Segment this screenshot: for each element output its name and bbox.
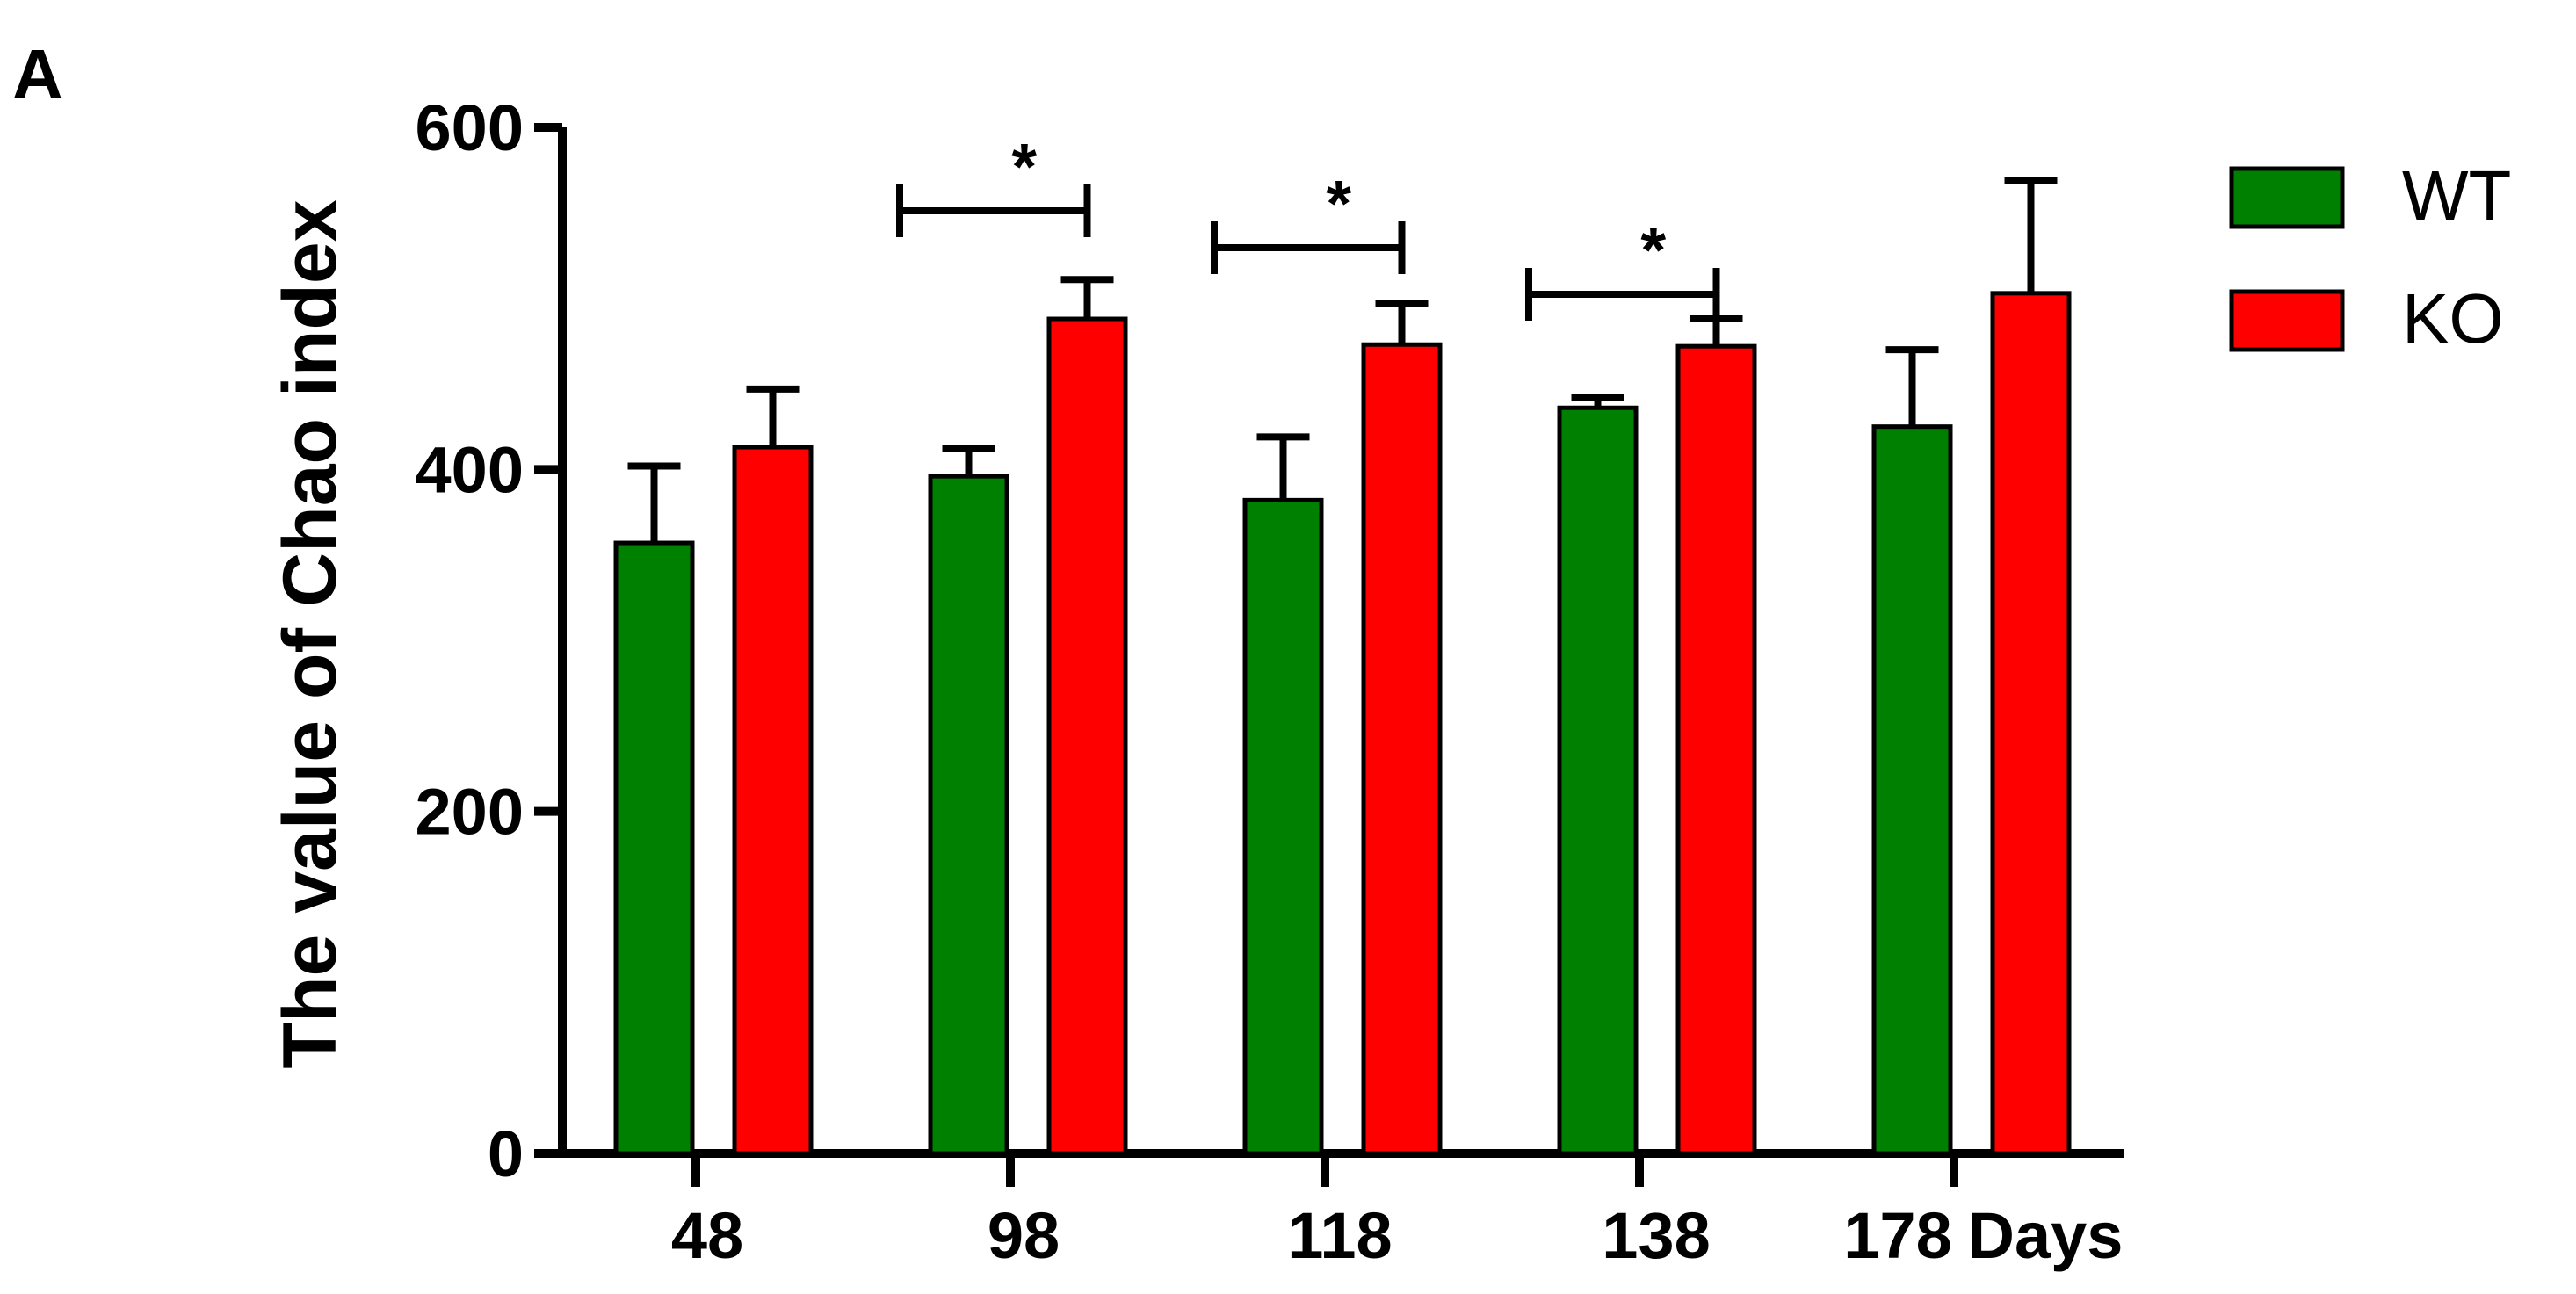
y-axis-label: The value of Chao index [268,199,352,1068]
bar-wt [1871,424,1953,1156]
legend: WT KO [2229,156,2511,358]
x-tick-label: 118 [1287,1199,1392,1272]
bar-ko [1361,342,1443,1156]
significance-bracket: * [1211,167,1406,274]
significance-bracket: * [1525,213,1720,321]
legend-label-wt: WT [2402,156,2511,235]
legend-label-ko: KO [2402,279,2504,358]
bar-wt [1557,405,1639,1156]
x-tick-label: 98 [988,1199,1060,1272]
bar-ko [1990,291,2072,1156]
x-tick-label: 48 [671,1199,743,1272]
legend-swatch-ko [2229,289,2345,352]
bar-wt [1242,497,1324,1156]
bar-ko [1046,316,1128,1156]
bar-wt [928,474,1009,1156]
y-tick-label: 200 [416,776,524,849]
significance-label: * [1326,167,1351,240]
x-unit-label: Days [1968,1199,2124,1272]
y-tick-label: 0 [488,1117,524,1190]
bar-wt [613,540,695,1156]
x-tick-label: 178 [1843,1199,1951,1272]
legend-swatch-wt [2229,166,2345,229]
y-tick-label: 400 [416,433,524,506]
panel-label: A [12,35,63,113]
plot-area: 0 200 400 600 48 98 118 138 178 Days * * * [416,91,2124,1272]
bar-ko [1675,343,1757,1156]
y-tick-label: 600 [416,91,524,164]
x-tick-label: 138 [1602,1199,1710,1272]
bar-ko [732,445,814,1156]
significance-label: * [1640,213,1666,286]
significance-bracket: * [896,130,1091,237]
significance-label: * [1011,130,1037,203]
